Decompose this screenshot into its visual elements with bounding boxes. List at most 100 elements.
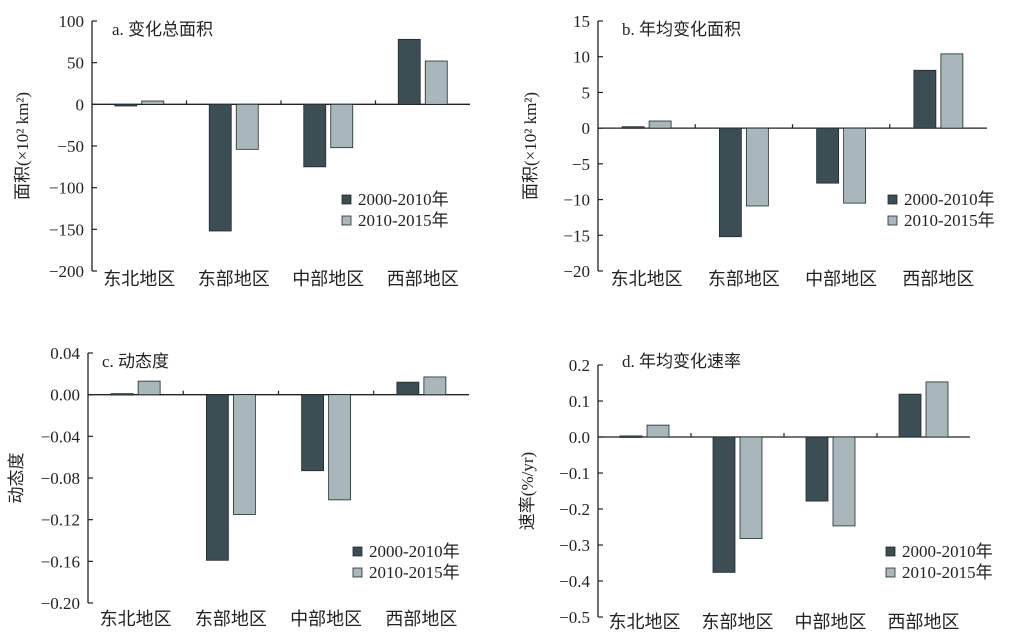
bar-b-s1-0 — [621, 126, 645, 129]
x-tick-label: 东部地区 — [198, 269, 270, 289]
legend-label-1: 2000-2010年 — [902, 542, 993, 561]
x-tick-label: 中部地区 — [292, 269, 364, 289]
legend-swatch-1 — [885, 546, 896, 557]
y-tick-label: −0.08 — [41, 469, 80, 488]
legend-swatch-1 — [887, 194, 898, 205]
y-tick-label: 100 — [59, 12, 85, 31]
x-tick-label: 中部地区 — [290, 609, 362, 629]
y-tick-label: −150 — [49, 220, 84, 239]
bar-c-s2-1 — [232, 394, 256, 515]
y-tick-label: −50 — [57, 137, 84, 156]
bar-c-s1-0 — [110, 393, 134, 396]
legend-swatch-1 — [341, 194, 352, 205]
legend-label-1: 2000-2010年 — [358, 190, 449, 209]
y-tick-label: 15 — [573, 12, 590, 31]
y-tick-label: 0.04 — [50, 344, 80, 363]
x-tick-label: 西部地区 — [902, 269, 974, 289]
y-axis-label: 面积(×10² km²) — [13, 92, 32, 200]
y-tick-label: 0.00 — [50, 386, 80, 405]
y-axis-label: 动态度 — [7, 453, 26, 504]
bar-c-s2-3 — [423, 376, 447, 396]
chart-title: c. 动态度 — [102, 352, 169, 371]
x-tick-label: 西部地区 — [387, 269, 459, 289]
bar-a-s1-0 — [114, 103, 138, 107]
legend-swatch-2 — [885, 567, 896, 578]
y-tick-label: −10 — [563, 191, 590, 210]
x-tick-label: 西部地区 — [385, 609, 457, 629]
y-axis-label: 速率(%/yr) — [518, 452, 537, 530]
bar-a-s2-2 — [330, 103, 354, 149]
bar-a-s2-3 — [424, 60, 448, 105]
bar-c-s1-3 — [396, 381, 420, 396]
y-tick-label: −0.16 — [41, 552, 80, 571]
y-tick-label: 0 — [582, 119, 591, 138]
y-tick-label: −0.3 — [559, 536, 590, 555]
bar-d-s2-1 — [739, 436, 763, 539]
legend-label-1: 2000-2010年 — [904, 190, 995, 209]
legend-swatch-2 — [352, 567, 363, 578]
bar-d-s1-2 — [805, 436, 829, 502]
bar-b-s2-0 — [648, 120, 672, 129]
bar-b-s2-1 — [745, 127, 769, 207]
x-tick-label: 东北地区 — [100, 609, 172, 629]
bar-c-s1-1 — [205, 394, 229, 561]
legend-swatch-2 — [887, 215, 898, 226]
x-tick-label: 东部地区 — [195, 609, 267, 629]
chart-panel-d: d. 年均变化速率 0.2 0.1 0.0 −0.1 −0.2 −0.3 −0.4 −0.5 速率… — [518, 352, 993, 632]
y-tick-label: −5 — [572, 155, 590, 174]
chart-title: a. 变化总面积 — [112, 20, 213, 39]
y-tick-label: −0.20 — [41, 594, 80, 613]
y-tick-label: 0.2 — [569, 356, 590, 375]
bar-a-s2-0 — [141, 100, 165, 105]
chart-title: b. 年均变化面积 — [622, 20, 741, 39]
bar-b-s2-2 — [843, 127, 867, 204]
y-tick-label: −100 — [49, 179, 84, 198]
bar-b-s2-3 — [940, 53, 964, 129]
bar-d-s2-2 — [832, 436, 856, 527]
x-tick-label: 东北地区 — [611, 269, 683, 289]
legend-swatch-2 — [341, 215, 352, 226]
x-tick-label: 西部地区 — [888, 612, 960, 632]
legend-label-2: 2010-2015年 — [369, 563, 460, 582]
chart-panel-b: b. 年均变化面积 15 10 5 0 −5 −10 −15 −20 面积(×10² km²) 东北… — [521, 12, 995, 289]
y-tick-label: 0.0 — [569, 428, 590, 447]
y-tick-label: −20 — [563, 262, 590, 281]
bar-d-s1-0 — [619, 435, 643, 438]
x-tick-label: 东部地区 — [702, 612, 774, 632]
bar-c-s2-0 — [137, 380, 161, 396]
y-tick-label: 5 — [582, 83, 591, 102]
y-tick-label: −15 — [563, 226, 590, 245]
y-tick-label: −0.04 — [41, 427, 81, 446]
bar-d-s1-3 — [898, 393, 922, 438]
x-tick-label: 中部地区 — [795, 612, 867, 632]
bar-a-s1-2 — [303, 103, 327, 168]
y-tick-label: 0 — [76, 95, 85, 114]
bar-a-s1-1 — [208, 103, 232, 232]
y-tick-label: −0.4 — [559, 572, 590, 591]
bar-b-s1-2 — [816, 127, 840, 184]
legend-label-2: 2010-2015年 — [904, 211, 995, 230]
bar-d-s2-0 — [646, 424, 670, 438]
x-tick-label: 东北地区 — [609, 612, 681, 632]
legend-label-2: 2010-2015年 — [358, 211, 449, 230]
chart-panel-a: a. 变化总面积 100 50 0 −50 −100 −150 −200 面积(×10² km²… — [13, 12, 470, 289]
y-tick-label: 0.1 — [569, 392, 590, 411]
y-tick-label: −200 — [49, 262, 84, 281]
legend-label-1: 2000-2010年 — [369, 542, 460, 561]
chart-panel-c: c. 动态度 0.04 0.00 −0.04 −0.08 −0.12 −0.16 −0.20 动… — [7, 344, 469, 629]
y-tick-label: −0.1 — [559, 464, 590, 483]
bar-a-s1-3 — [397, 38, 421, 105]
y-tick-label: 10 — [573, 48, 590, 67]
bar-a-s2-1 — [235, 103, 259, 150]
bar-b-s1-1 — [718, 127, 742, 238]
legend-label-2: 2010-2015年 — [902, 563, 993, 582]
legend-swatch-1 — [352, 546, 363, 557]
bar-c-s1-2 — [301, 394, 325, 472]
bar-d-s2-3 — [925, 381, 949, 438]
y-tick-label: −0.5 — [559, 608, 590, 627]
x-tick-label: 东部地区 — [708, 269, 780, 289]
y-tick-label: 50 — [67, 54, 84, 73]
bar-d-s1-1 — [712, 436, 736, 573]
y-tick-label: −0.2 — [559, 500, 590, 519]
